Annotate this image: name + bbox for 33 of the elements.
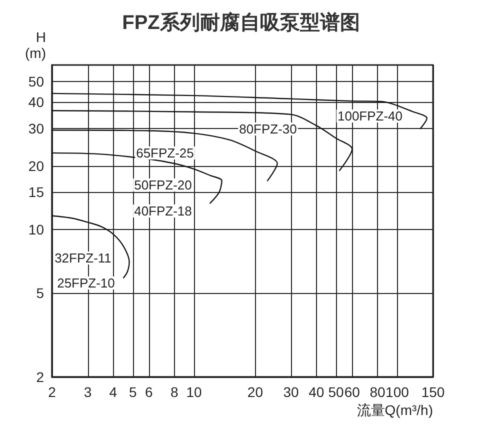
x-tick-label: 40 [308, 384, 324, 400]
y-tick-label: 5 [36, 284, 44, 301]
y-tick-label: 40 [28, 94, 44, 110]
x-tick-label: 150 [421, 384, 445, 400]
annotation: 80FPZ-30 [239, 122, 297, 136]
x-tick-label: 60 [344, 384, 360, 400]
x-tick-label: 50 [328, 384, 344, 400]
y-tick-label: 20 [28, 158, 44, 174]
x-tick-label: 3 [84, 384, 92, 400]
annotation: 65FPZ-25 [136, 146, 194, 160]
chart-title: FPZ系列耐腐自吸泵型谱图 [122, 11, 360, 34]
x-tick-label: 100 [386, 384, 410, 400]
y-axis-title: H (m) [25, 29, 46, 61]
x-tick-label: 10 [186, 384, 202, 400]
y-tick-label: 30 [28, 120, 44, 137]
y-tick-label: 15 [28, 184, 44, 200]
x-axis-title: 流量Q(m³/h) [356, 402, 433, 418]
annotation: 32FPZ-11 [54, 250, 112, 266]
x-tick-label: 80 [370, 384, 386, 400]
x-tick-label: 5 [128, 384, 137, 400]
annotation: 25FPZ-10 [57, 276, 115, 290]
y-tick-label: 10 [28, 221, 44, 238]
x-tick-label: 30 [283, 384, 299, 400]
x-tick-label: 20 [247, 384, 264, 400]
annotation: 40FPZ-18 [134, 204, 192, 218]
y-tick-label: 50 [28, 74, 44, 90]
annotation: 50FPZ-20 [134, 178, 192, 192]
x-tick-label: 2 [48, 384, 56, 400]
x-tick-label: 8 [170, 384, 178, 400]
annotation: 100FPZ-40 [337, 108, 403, 124]
x-tick-label: 6 [145, 384, 154, 400]
y-tick-label: 2 [36, 369, 44, 385]
x-tick-label: 4 [109, 384, 118, 400]
